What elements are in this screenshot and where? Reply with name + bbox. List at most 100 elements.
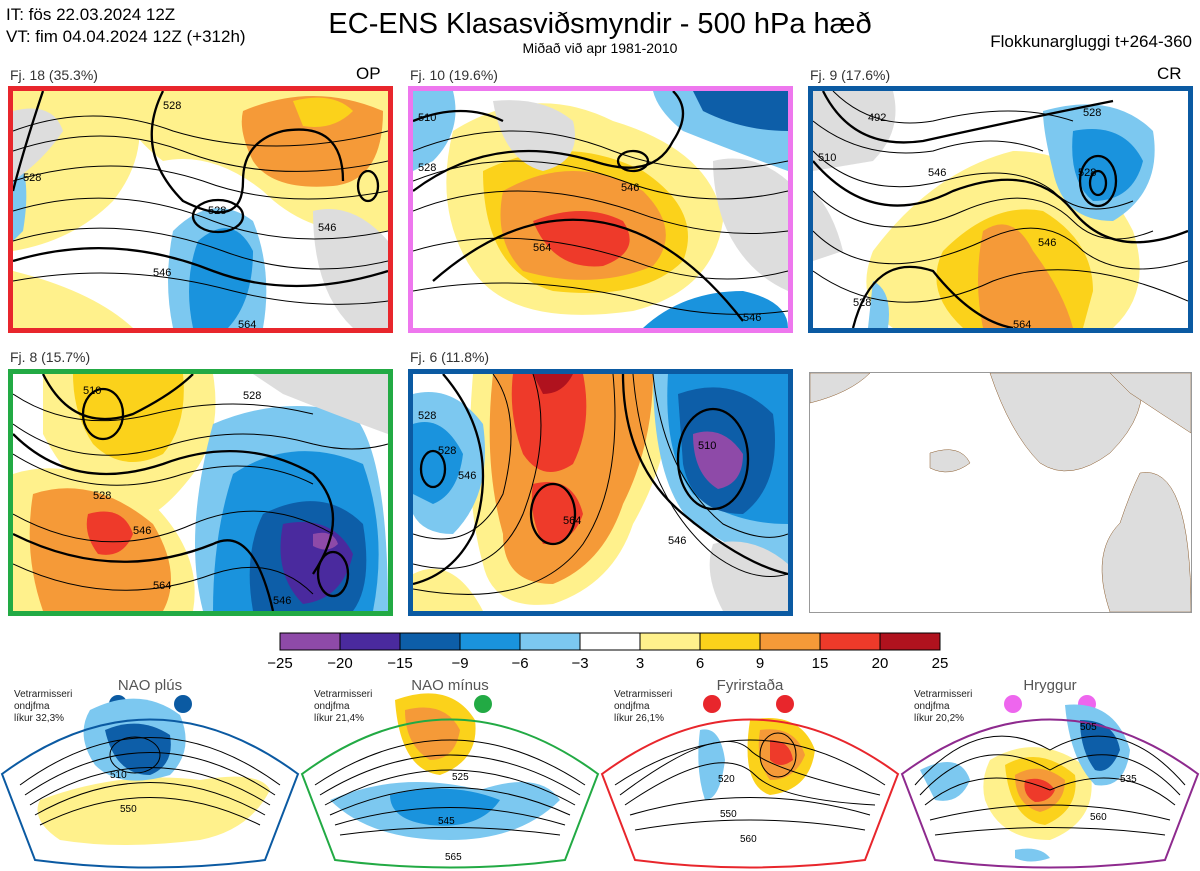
classification-window: Flokkunargluggi t+264-360 <box>990 32 1192 51</box>
cluster-panel-5: 528 528 546 510 564 546 <box>408 369 793 616</box>
contour-label: 565 <box>445 852 462 863</box>
page-subtitle: Miðað við apr 1981-2010 <box>522 40 678 56</box>
regime-1-note: Vetrarmisseri ondjfma líkur 32,3% <box>14 689 72 725</box>
regime-dot <box>776 695 794 713</box>
regime-4-title: Hryggur <box>1023 677 1077 694</box>
contour-label: 510 <box>818 152 836 164</box>
panel-1-label: Fj. 18 (35.3%) <box>10 67 98 83</box>
regime-dot <box>174 695 192 713</box>
colorbar-segment <box>879 632 941 651</box>
valid-time: VT: fim 04.04.2024 12Z (+312h) <box>6 27 246 46</box>
colorbar-segment <box>579 632 641 651</box>
contour-label: 528 <box>853 297 871 309</box>
contour-label: 564 <box>533 242 551 254</box>
contour-label: 510 <box>698 440 716 452</box>
contour-label: 520 <box>718 774 735 785</box>
colorbar-segment <box>339 632 401 651</box>
panel-3-tag: CR <box>1157 64 1182 83</box>
note-line: líkur 26,1% <box>614 713 665 724</box>
contour-label: 528 <box>438 445 456 457</box>
contour-label: 546 <box>621 182 639 194</box>
header-info: IT: fös 22.03.2024 12Z VT: fim 04.04.202… <box>6 4 246 48</box>
contour-label: 546 <box>1038 237 1056 249</box>
colorbar-segment <box>699 632 761 651</box>
contour-label: 528 <box>1078 167 1096 179</box>
page-title: EC-ENS Klasasviðsmyndir - 500 hPa hæð <box>328 8 872 40</box>
panel-4-label: Fj. 8 (15.7%) <box>10 349 91 365</box>
colorbar-tick-label: −9 <box>451 655 469 672</box>
note-line: Vetrarmisseri <box>914 689 973 700</box>
colorbar-tick-label: −6 <box>511 655 529 672</box>
colorbar-tick-label: 20 <box>871 655 889 672</box>
note-line: líkur 20,2% <box>914 713 965 724</box>
colorbar-tick-label: 6 <box>695 655 705 672</box>
panel-5-label: Fj. 6 (11.8%) <box>410 349 490 365</box>
regime-4-note: Vetrarmisseri ondjfma líkur 20,2% <box>914 689 972 725</box>
regime-2-title: NAO mínus <box>411 677 489 694</box>
cluster-panel-3: 492 510 528 528 546 546 528 564 <box>808 86 1193 333</box>
contour-label: 528 <box>93 490 111 502</box>
contour-label: 545 <box>438 816 455 827</box>
contour-label: 528 <box>208 205 226 217</box>
regime-2-note: Vetrarmisseri ondjfma líkur 21,4% <box>314 689 372 725</box>
contour-label: 546 <box>318 222 336 234</box>
contour-label: 546 <box>153 267 171 279</box>
initial-time: IT: fös 22.03.2024 12Z <box>6 5 176 24</box>
contour-label: 505 <box>1080 722 1097 733</box>
colorbar-segment <box>819 632 881 651</box>
empty-land-map <box>810 373 1191 612</box>
note-line: líkur 32,3% <box>14 713 65 724</box>
colorbar-segment <box>519 632 581 651</box>
contour-label: 550 <box>720 809 737 820</box>
panel-2-label: Fj. 10 (19.6%) <box>410 67 498 83</box>
colorbar-segment <box>759 632 821 651</box>
colorbar-tick-label: 9 <box>755 655 765 672</box>
note-line: ondjfma <box>14 701 50 712</box>
contour-label: 528 <box>418 162 436 174</box>
colorbar-tick-label: −15 <box>387 655 413 672</box>
contour-label: 510 <box>418 112 436 124</box>
contour-label: 564 <box>563 515 581 527</box>
regime-map-nao-plus: 510 550 <box>0 695 300 869</box>
regime-dot <box>474 695 492 713</box>
colorbar-segment <box>459 632 521 651</box>
colorbar-tick-label: 3 <box>635 655 645 672</box>
colorbar-tick-label: 15 <box>811 655 829 672</box>
contour-label: 510 <box>110 770 127 781</box>
contour-label: 564 <box>238 319 256 328</box>
contour-label: 528 <box>243 390 261 402</box>
contour-label: 528 <box>418 410 436 422</box>
cluster-map-1: 528 528 546 546 564 528 <box>13 91 388 328</box>
contour-label: 546 <box>133 525 151 537</box>
panel-1-tag: OP <box>356 64 381 83</box>
colorbar-tick-label: −25 <box>267 655 293 672</box>
note-line: ondjfma <box>314 701 350 712</box>
colorbar-segment <box>639 632 701 651</box>
note-line: ondjfma <box>914 701 950 712</box>
cluster-map-5: 528 528 546 510 564 546 <box>413 374 788 611</box>
colorbar-tick-label: 25 <box>931 655 949 672</box>
cluster-panel-empty <box>809 372 1192 613</box>
colorbar-tick-label: −20 <box>327 655 353 672</box>
colorbar-segment <box>399 632 461 651</box>
colorbar <box>279 632 941 651</box>
note-line: Vetrarmisseri <box>314 689 373 700</box>
contour-label: 560 <box>740 834 757 845</box>
contour-label: 546 <box>928 167 946 179</box>
cluster-panel-4: 510 528 528 546 564 546 <box>8 369 393 616</box>
colorbar-tick-label: −3 <box>571 655 589 672</box>
regime-dot <box>1004 695 1022 713</box>
regime-3-title: Fyrirstaða <box>716 677 784 694</box>
panel-3-label: Fj. 9 (17.6%) <box>810 67 891 83</box>
note-line: ondjfma <box>614 701 650 712</box>
cluster-map-2: 510 528 546 564 546 <box>413 91 788 328</box>
note-line: líkur 21,4% <box>314 713 365 724</box>
cluster-panel-1: 528 528 546 546 564 528 <box>8 86 393 333</box>
contour-label: 528 <box>163 100 181 112</box>
regime-map-nao-minus: 525 545 565 <box>300 693 600 869</box>
regime-map-ridge: 505 535 560 <box>900 695 1200 869</box>
regime-map-blocking: 520 550 560 <box>600 695 900 869</box>
contour-label: 560 <box>1090 812 1107 823</box>
cluster-panel-2: 510 528 546 564 546 <box>408 86 793 333</box>
cluster-map-4: 510 528 528 546 564 546 <box>13 374 388 611</box>
